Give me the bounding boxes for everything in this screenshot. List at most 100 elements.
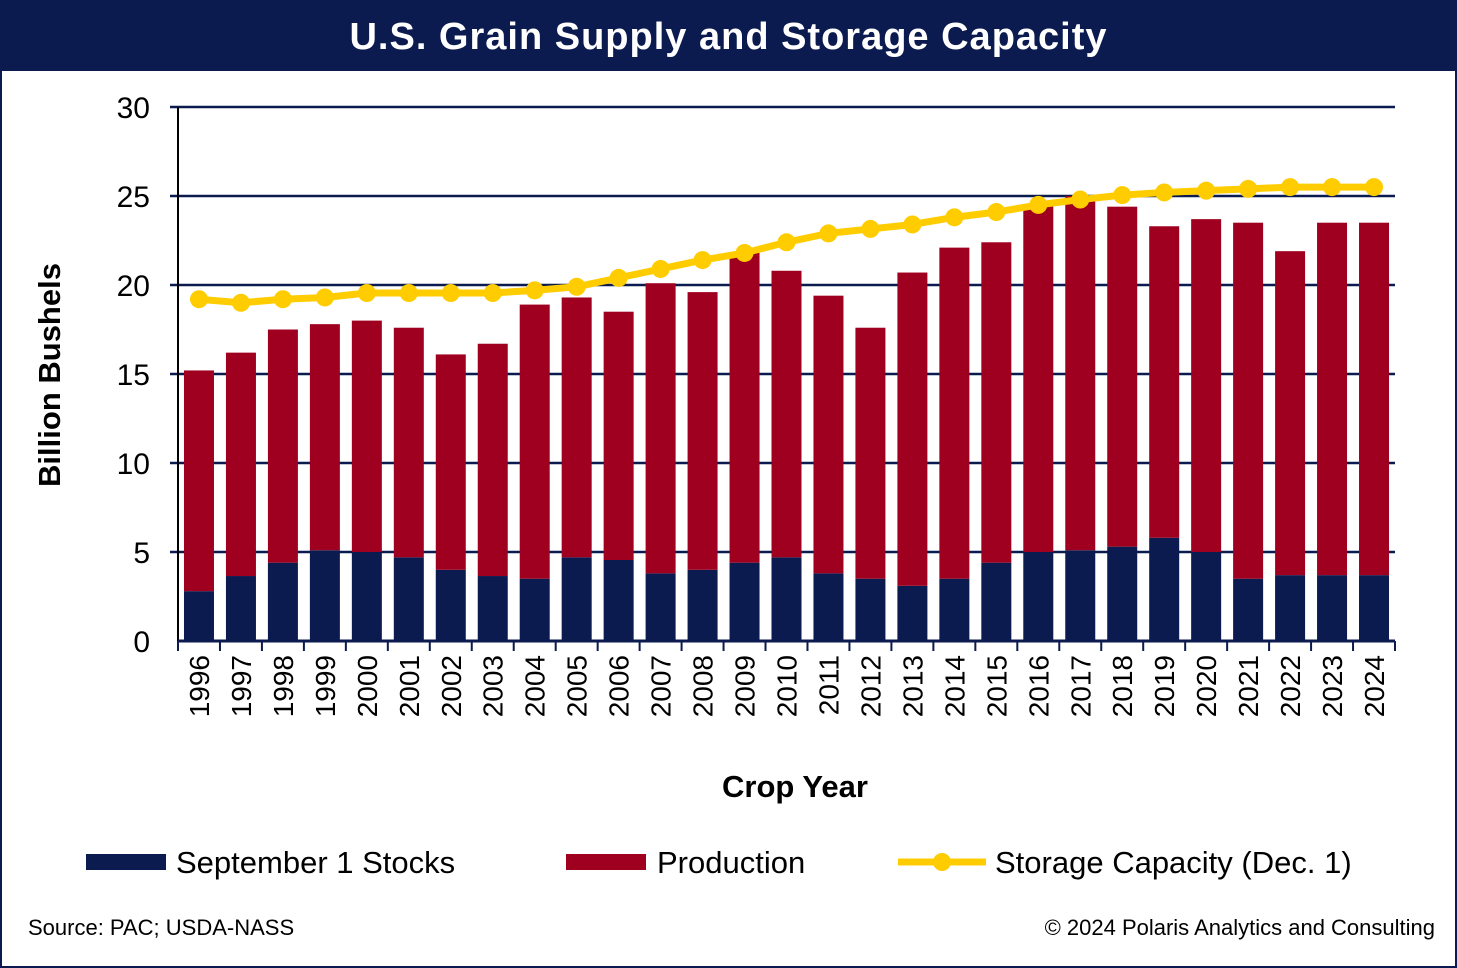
point-storage-capacity: [399, 284, 418, 303]
point-storage-capacity: [441, 284, 460, 303]
bar-production: [687, 292, 718, 570]
point-storage-capacity: [735, 243, 754, 262]
point-storage-capacity: [315, 288, 334, 307]
bar-production: [183, 370, 214, 592]
x-tick-label: 2010: [772, 655, 803, 717]
bar-stocks: [393, 557, 424, 641]
x-tick-label: 2023: [1317, 655, 1348, 717]
point-storage-capacity: [861, 219, 880, 238]
bar-stocks: [939, 578, 970, 641]
point-storage-capacity: [1155, 183, 1174, 202]
bar-stocks: [477, 576, 508, 641]
bar-production: [477, 343, 508, 577]
point-storage-capacity: [567, 277, 586, 296]
x-tick-label: 1997: [226, 655, 257, 717]
x-tick-label: 1998: [268, 655, 299, 717]
x-tick-label: 2001: [394, 655, 425, 717]
bar-production: [939, 247, 970, 579]
bar-production: [393, 327, 424, 558]
point-storage-capacity: [1113, 186, 1132, 205]
x-tick-label: 2005: [562, 655, 593, 717]
bar-stocks: [561, 557, 592, 641]
y-tick-label: 10: [117, 448, 150, 481]
bar-production: [981, 242, 1012, 563]
point-storage-capacity: [1239, 179, 1258, 198]
bar-production: [771, 270, 802, 558]
bar-stocks: [1317, 575, 1348, 641]
bar-production: [1107, 206, 1138, 547]
bar-production: [1065, 196, 1096, 551]
bar-stocks: [435, 569, 466, 641]
point-storage-capacity: [777, 233, 796, 252]
bar-stocks: [1275, 575, 1306, 641]
x-tick-label: 2012: [855, 655, 886, 717]
y-tick-label: 25: [117, 181, 150, 214]
point-storage-capacity: [819, 224, 838, 243]
bar-stocks: [729, 562, 760, 641]
bar-stocks: [603, 560, 634, 641]
bar-stocks: [1359, 575, 1390, 641]
x-tick-label: 2013: [897, 655, 928, 717]
point-storage-capacity: [903, 215, 922, 234]
x-tick-label: 2006: [604, 655, 635, 717]
bar-stocks: [813, 573, 844, 641]
bar-production: [1317, 222, 1348, 576]
bar-production: [351, 320, 382, 552]
legend-swatch-storage-marker: [933, 853, 951, 871]
point-storage-capacity: [987, 203, 1006, 222]
chart-title: U.S. Grain Supply and Storage Capacity: [0, 0, 1457, 71]
x-tick-label: 2015: [981, 655, 1012, 717]
y-tick-label: 20: [117, 270, 150, 303]
x-tick-label: 2000: [352, 655, 383, 717]
bar-stocks: [225, 576, 256, 641]
bar-stocks: [1191, 552, 1222, 641]
x-tick-label: 2008: [688, 655, 719, 717]
bar-production: [1023, 204, 1054, 552]
bar-production: [1233, 222, 1264, 579]
bar-stocks: [1149, 537, 1180, 641]
bar-production: [855, 327, 886, 579]
legend-swatch-production: [566, 854, 646, 870]
point-storage-capacity: [1365, 178, 1384, 197]
point-storage-capacity: [357, 284, 376, 303]
bar-stocks: [1233, 578, 1264, 641]
legend-label-storage: Storage Capacity (Dec. 1): [995, 845, 1352, 880]
bar-stocks: [855, 578, 886, 641]
bar-stocks: [309, 550, 340, 641]
x-tick-label: 2022: [1275, 655, 1306, 717]
point-storage-capacity: [609, 268, 628, 287]
x-tick-label: 2020: [1191, 655, 1222, 717]
x-tick-label: 2009: [730, 655, 761, 717]
point-storage-capacity: [483, 284, 502, 303]
y-axis-label: Billion Bushels: [32, 263, 67, 487]
point-storage-capacity: [1029, 195, 1048, 214]
bar-production: [309, 324, 340, 551]
bar-production: [267, 329, 298, 563]
bar-stocks: [267, 562, 298, 641]
x-tick-label: 2016: [1023, 655, 1054, 717]
point-storage-capacity: [945, 208, 964, 227]
bar-production: [1275, 251, 1306, 576]
bar-production: [645, 283, 676, 574]
bar-stocks: [1107, 546, 1138, 641]
bar-production: [435, 354, 466, 570]
x-tick-label: 2014: [939, 655, 970, 717]
bar-stocks: [183, 591, 214, 641]
y-tick-label: 5: [133, 537, 150, 570]
bar-stocks: [1023, 552, 1054, 641]
point-storage-capacity: [273, 290, 292, 309]
point-storage-capacity: [525, 281, 544, 300]
x-tick-label: 2024: [1359, 655, 1390, 717]
x-tick-label: 2004: [520, 655, 551, 717]
bar-production: [1149, 226, 1180, 538]
x-tick-label: 2019: [1149, 655, 1180, 717]
bar-production: [897, 272, 928, 586]
x-tick-label: 2003: [478, 655, 509, 717]
x-tick-label: 1996: [184, 655, 215, 717]
x-tick-label: 2007: [646, 655, 677, 717]
x-tick-label: 2017: [1065, 655, 1096, 717]
legend-label-production: Production: [657, 845, 805, 880]
bar-stocks: [1065, 550, 1096, 641]
bar-production: [561, 297, 592, 558]
bar-stocks: [645, 573, 676, 641]
